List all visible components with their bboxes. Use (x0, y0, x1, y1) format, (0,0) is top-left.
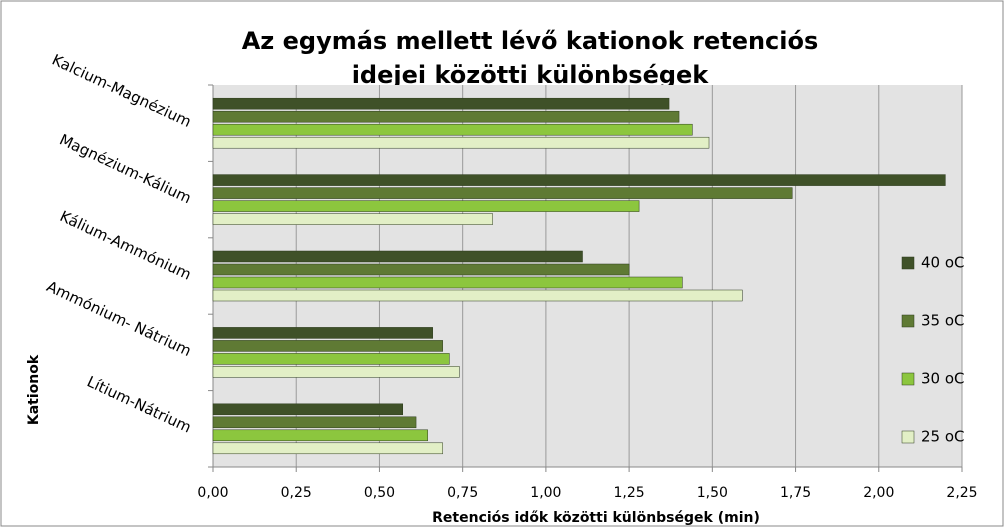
legend-swatch (901, 314, 915, 328)
plot-area (213, 85, 962, 467)
bar (212, 353, 450, 365)
bar (212, 263, 630, 276)
legend-label: 40 oC (921, 254, 965, 272)
bar (212, 416, 417, 429)
x-tick-label: 0,25 (281, 485, 312, 501)
bar (212, 403, 403, 416)
chart-title: Az egymás mellett lévő kationok retenció… (242, 27, 819, 89)
bar (212, 97, 670, 110)
legend-swatch (901, 430, 915, 444)
bar (212, 250, 583, 263)
x-tick-label: 1,50 (697, 485, 728, 501)
x-tick-label: 2,25 (946, 485, 977, 501)
x-tick-label: 1,00 (530, 485, 561, 501)
bar (212, 123, 693, 136)
x-tick-label: 2,00 (863, 485, 894, 501)
x-tick-label: 0,75 (447, 485, 478, 501)
bar (212, 200, 640, 212)
bar (212, 110, 680, 123)
legend-swatch (901, 256, 915, 270)
bar (212, 213, 493, 225)
bar (212, 327, 433, 339)
bar (212, 276, 683, 289)
legend-label: 30 oC (921, 370, 965, 388)
bar (212, 174, 946, 186)
bar (212, 289, 743, 302)
x-tick-label: 1,75 (780, 485, 811, 501)
bar (212, 340, 443, 352)
bar (212, 442, 443, 455)
x-axis-label: Retenciós idők közötti különbségek (min) (432, 510, 760, 526)
legend-label: 25 oC (921, 428, 965, 446)
y-axis-label: Kationok (26, 354, 42, 425)
bar (212, 366, 460, 378)
legend-label: 35 oC (921, 312, 965, 330)
x-tick-label: 1,25 (614, 485, 645, 501)
legend-swatch (901, 372, 915, 386)
x-tick-label: 0,50 (364, 485, 395, 501)
bar (212, 187, 793, 199)
x-tick-label: 0,00 (197, 485, 228, 501)
bar (212, 136, 710, 149)
bar (212, 429, 428, 442)
